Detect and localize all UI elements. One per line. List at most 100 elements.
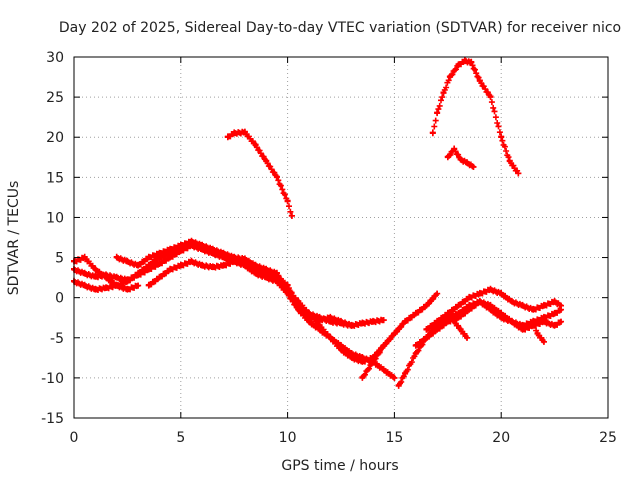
data-point: [284, 198, 291, 205]
data-point: [81, 282, 88, 289]
data-point: [273, 274, 280, 281]
chart-title: Day 202 of 2025, Sidereal Day-to-day VTE…: [59, 20, 621, 36]
data-point: [263, 158, 270, 165]
data-point: [434, 318, 441, 325]
data-point: [177, 242, 184, 249]
data-point: [551, 298, 558, 305]
data-point: [468, 59, 475, 66]
data-point: [455, 314, 462, 321]
data-point: [444, 318, 451, 325]
data-point: [316, 317, 323, 324]
data-point: [103, 285, 110, 292]
data-point: [434, 110, 441, 117]
y-tick-label: -10: [41, 371, 64, 387]
data-point: [273, 174, 280, 181]
data-point: [429, 130, 436, 137]
data-point: [103, 274, 110, 281]
data-point: [92, 266, 99, 273]
plus-markers: [429, 57, 522, 177]
y-tick-label: 0: [55, 291, 64, 307]
y-tick-label: -15: [41, 411, 64, 427]
data-point: [113, 282, 120, 289]
data-point: [359, 320, 366, 327]
x-axis-label: GPS time / hours: [281, 458, 398, 474]
data-point: [156, 274, 163, 281]
data-point: [551, 322, 558, 329]
data-point: [444, 310, 451, 317]
y-tick-label: 15: [46, 170, 64, 186]
data-point: [464, 159, 471, 166]
axis-ticks: 0 5 10 15 20 25 -15 -10 -5 0 5 10 15 20 25 30: [41, 50, 617, 446]
data-point: [359, 358, 366, 365]
plot-frame: [73, 56, 609, 419]
series-arc-m: [444, 309, 471, 341]
series-arc-h: [444, 145, 477, 170]
data-point: [466, 306, 473, 313]
data-point: [476, 78, 483, 85]
data-point: [515, 170, 522, 177]
data-point: [305, 314, 312, 321]
data-point: [177, 262, 184, 269]
data-point: [540, 318, 547, 325]
data-point: [380, 366, 387, 373]
data-point: [551, 310, 558, 317]
grid-lines: [74, 57, 608, 418]
data-point: [188, 238, 195, 245]
x-tick-label: 10: [279, 430, 297, 446]
data-point: [440, 90, 447, 97]
data-point: [558, 318, 565, 325]
data-point: [519, 326, 526, 333]
data-point: [487, 302, 494, 309]
data-point: [167, 266, 174, 273]
data-point: [295, 298, 302, 305]
data-point: [81, 270, 88, 277]
data-point: [412, 310, 419, 317]
series-arc-d: [145, 257, 387, 329]
y-axis-label: SDTVAR / TECUs: [6, 181, 22, 296]
data-point: [423, 302, 430, 309]
data-point: [124, 258, 131, 265]
data-point: [451, 318, 458, 325]
y-tick-label: 10: [46, 210, 64, 226]
data-point: [412, 350, 419, 357]
data-point: [124, 286, 131, 293]
data-point: [530, 306, 537, 313]
data-point: [288, 212, 295, 219]
y-tick-label: 5: [55, 251, 64, 267]
data-point: [434, 290, 441, 297]
data-point: [540, 302, 547, 309]
data-point: [220, 250, 227, 257]
series-arc-i: [359, 290, 441, 381]
data-point: [455, 62, 462, 69]
data-point: [135, 270, 142, 277]
data-point: [92, 273, 99, 280]
data-point: [231, 258, 238, 265]
data-point: [348, 354, 355, 361]
data-point: [457, 326, 464, 333]
data-point: [391, 330, 398, 337]
data-point: [252, 266, 259, 273]
series-arc-f: [224, 128, 295, 219]
data-point: [145, 254, 152, 261]
data-point: [476, 290, 483, 297]
y-tick-label: 25: [46, 90, 64, 106]
data-point: [558, 302, 565, 309]
data-point: [380, 317, 387, 324]
data-point: [124, 278, 131, 285]
data-point: [402, 370, 409, 377]
data-point: [220, 262, 227, 269]
data-point: [508, 298, 515, 305]
data-point: [156, 250, 163, 257]
series-arc-n: [530, 317, 547, 345]
data-point: [284, 290, 291, 297]
data-point: [498, 290, 505, 297]
data-point: [423, 326, 430, 333]
plus-markers: [224, 128, 295, 219]
data-point: [135, 282, 142, 289]
data-point: [519, 302, 526, 309]
data-point: [241, 129, 248, 136]
data-point: [81, 254, 88, 261]
y-tick-label: -5: [50, 331, 64, 347]
series-arc-c: [113, 237, 387, 365]
data-point: [370, 318, 377, 325]
